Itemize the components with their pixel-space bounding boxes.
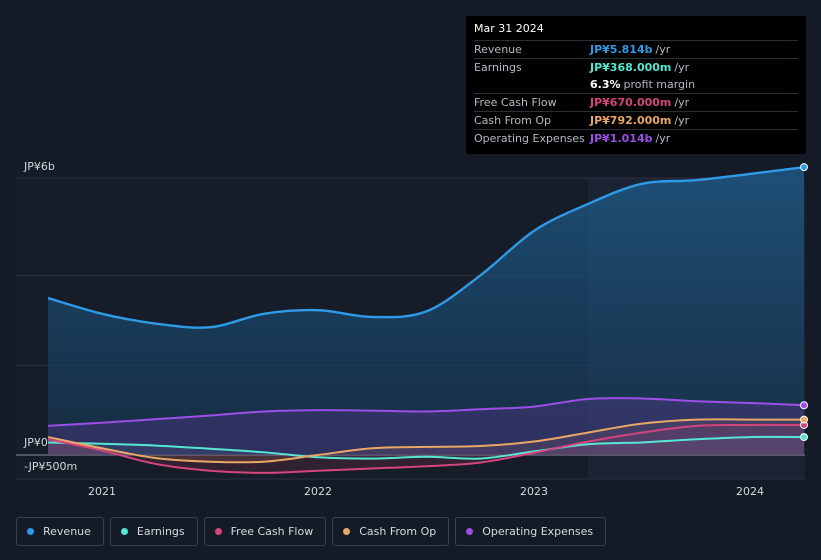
legend-label: Free Cash Flow [230,525,314,538]
y-label-zero: JP¥0 [23,436,48,449]
tooltip-row-unit: /yr [674,96,690,109]
legend-dot-icon [27,528,34,535]
legend-dot-icon [120,528,128,535]
tooltip-row: Free Cash Flow JP¥670.000m/yr [474,93,798,111]
tooltip-row-value: JP¥670.000m [590,96,672,109]
cash-from-op-end-marker [800,415,808,424]
tooltip-row-value: 6.3% [590,78,621,91]
tooltip-row-label: Operating Expenses [474,132,585,145]
earnings-area [48,436,804,459]
revenue-area [48,167,804,456]
tooltip-row: 6.3% profit margin [474,76,798,93]
x-tick-label: 2022 [304,485,332,498]
y-label-bottom: -JP¥500m [24,460,77,473]
tooltip-row: Earnings JP¥368.000m/yr [474,58,798,76]
tooltip-row: Revenue JP¥5.814b/yr [474,40,798,58]
tooltip-row-unit: /yr [655,43,671,56]
chart: JP¥6b JP¥0 -JP¥500m 2021 2022 2023 2024 [16,160,808,498]
tooltip-row-unit: /yr [655,132,671,145]
legend-dot-icon [214,528,222,535]
legend-item-operating-expenses[interactable]: Operating Expenses [455,517,607,546]
tooltip-row: Cash From Op JP¥792.000m/yr [474,111,798,129]
tooltip: Mar 31 2024 Revenue JP¥5.814b/yr Earnings J… [466,16,806,154]
legend-item-free-cash-flow[interactable]: Free Cash Flow [203,517,327,546]
series-end-markers [800,163,808,442]
cash-from-op-line [47,418,804,464]
tooltip-row-label: Cash From Op [474,114,552,127]
revenue-end-marker [800,163,808,172]
earnings-end-marker [800,433,808,442]
tooltip-row-label: Earnings [474,61,522,74]
series-lines [47,165,805,474]
tooltip-row-unit: profit margin [623,78,696,91]
tooltip-row: Operating Expenses JP¥1.014b/yr [474,129,798,147]
earnings-line [47,435,805,460]
tooltip-row-label: Revenue [474,43,522,56]
x-tick-label: 2023 [520,485,548,498]
x-tick-label: 2024 [736,485,764,498]
operating-expenses-line [47,397,805,427]
operating-expenses-end-marker [800,401,808,410]
tooltip-row-label: Free Cash Flow [474,96,557,109]
y-label-top: JP¥6b [23,160,55,173]
legend-dot-icon [343,528,351,535]
x-tick-label: 2021 [88,485,116,498]
tooltip-row-value: JP¥5.814b [590,43,653,56]
legend-dot-icon [466,528,474,535]
tooltip-row-unit: /yr [674,61,690,74]
revenue-line [47,165,805,329]
tooltip-rows: Revenue JP¥5.814b/yr Earnings JP¥368.000m/y… [474,40,798,147]
free-cash-flow-line [47,423,805,474]
tooltip-row-value: JP¥368.000m [590,61,672,74]
legend-item-cash-from-op[interactable]: Cash From Op [332,517,450,546]
legend-label: Operating Expenses [482,525,594,538]
legend-item-earnings[interactable]: Earnings [109,517,198,546]
legend-item-revenue[interactable]: Revenue [16,517,104,546]
operating-expenses-area [48,398,804,455]
legend-label: Earnings [136,525,185,538]
tooltip-row-value: JP¥1.014b [590,132,653,145]
legend-label: Revenue [43,525,91,538]
tooltip-row-unit: /yr [674,114,690,127]
legend: Revenue Earnings Free Cash Flow Cash From O… [16,517,607,546]
tooltip-date: Mar 31 2024 [474,22,544,35]
x-axis-ticks: 2021 2022 2023 2024 [88,485,764,498]
legend-label: Cash From Op [359,525,437,538]
cash-from-op-area [48,419,804,463]
tooltip-row-value: JP¥792.000m [590,114,672,127]
